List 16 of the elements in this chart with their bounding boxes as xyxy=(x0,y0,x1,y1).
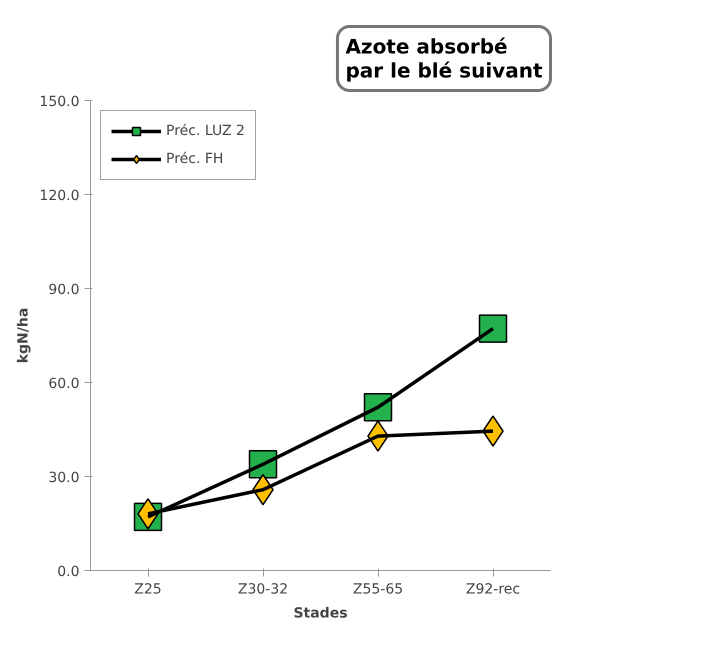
point xyxy=(478,314,508,343)
legend-label: Préc. LUZ 2 xyxy=(166,123,245,139)
y-tick-label: 120.0 xyxy=(39,188,80,204)
chart-title: Azote absorbé par le blé suivant xyxy=(345,34,543,82)
x-tick-label: Z25 xyxy=(134,582,162,598)
x-tick-label: Z92-rec xyxy=(466,582,520,598)
y-tick-label: 90.0 xyxy=(48,282,80,298)
y-tick-label: 150.0 xyxy=(39,94,80,110)
y-tick-label: 60.0 xyxy=(48,376,80,392)
x-tick-label: Z55-65 xyxy=(352,582,404,598)
legend-label: Préc. FH xyxy=(166,151,224,167)
y-tick-label: 0.0 xyxy=(57,564,80,580)
y-tick-label: 30.0 xyxy=(48,470,80,486)
x-tick-label: Z30-32 xyxy=(238,582,288,598)
x-axis-title: Stades xyxy=(293,606,348,622)
y-axis-title: kgN/ha xyxy=(15,308,32,364)
